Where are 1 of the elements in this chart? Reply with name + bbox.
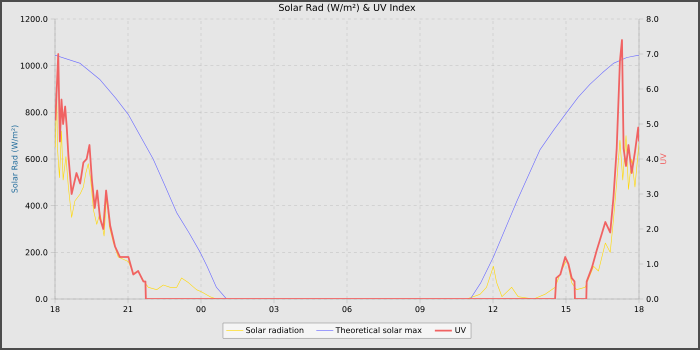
chart-title: Solar Rad (W/m²) & UV Index [279,4,416,12]
